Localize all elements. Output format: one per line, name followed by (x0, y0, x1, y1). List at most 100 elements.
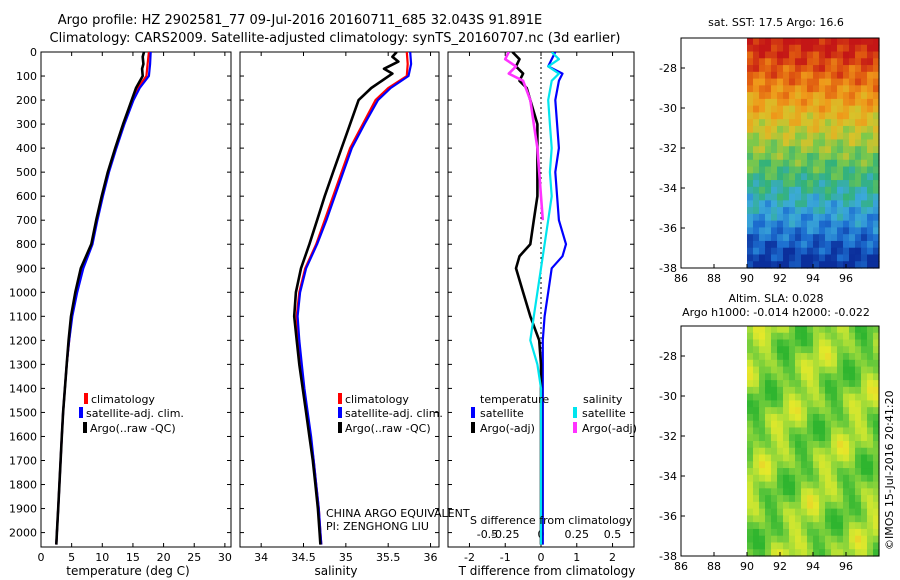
map-cell (849, 549, 856, 557)
map-cell (867, 132, 874, 141)
map-cell (783, 92, 790, 100)
salinity-legend: climatology satellite-adj. clim. Argo(..… (338, 393, 443, 435)
sla-map-axes: 86 88 90 92 94 96-28-30-32-34-36-38 (659, 350, 853, 573)
map-cell (843, 38, 850, 46)
map-cell (867, 441, 874, 449)
map-cell (837, 501, 844, 510)
map-cell (777, 92, 784, 100)
map-cell (855, 501, 862, 510)
map-cell (825, 420, 832, 429)
map-cell (861, 85, 868, 93)
map-cell (849, 261, 856, 269)
map-cell (873, 447, 880, 456)
map-cell (759, 468, 766, 476)
map-cell (861, 139, 868, 147)
map-cell (795, 234, 802, 242)
depth-tick-label: 400 (16, 142, 37, 155)
map-cell (789, 78, 796, 86)
map-cell (789, 180, 796, 188)
map-cell (861, 474, 868, 483)
map-cell (867, 193, 874, 201)
map-cell (867, 207, 874, 215)
map-cell (819, 413, 826, 422)
map-cell (867, 413, 874, 422)
map-cell (861, 495, 868, 503)
map-cell (807, 220, 814, 229)
map-cell (867, 119, 874, 127)
map-cell (861, 146, 868, 154)
map-cell (789, 125, 796, 134)
map-cell (771, 71, 778, 80)
map-cell (753, 193, 760, 201)
map-cell (867, 234, 874, 242)
map-cell (771, 366, 778, 374)
map-cell (867, 393, 874, 402)
map-cell (825, 542, 832, 550)
map-cell (765, 38, 772, 46)
map-cell (837, 461, 844, 469)
map-cell (759, 180, 766, 188)
map-cell (807, 413, 814, 422)
map-cell (825, 447, 832, 456)
depth-tick-label: 1700 (9, 454, 37, 467)
map-cell (771, 515, 778, 523)
map-cell (807, 240, 814, 249)
map-cell (831, 193, 838, 201)
map-cell (795, 427, 802, 435)
map-cell (753, 119, 760, 127)
map-cell (765, 501, 772, 510)
map-cell (771, 98, 778, 107)
map-cell (795, 207, 802, 215)
map-cell (849, 125, 856, 134)
map-cell (783, 234, 790, 242)
legend-label-satellite: satellite-adj. clim. (86, 407, 184, 420)
map-x-tick-label: 92 (773, 272, 787, 285)
map-cell (873, 366, 880, 374)
depth-tick-label: 300 (16, 118, 37, 131)
map-cell (825, 234, 832, 242)
map-cell (747, 125, 754, 134)
map-cell (873, 78, 880, 86)
map-cell (759, 105, 766, 114)
map-cell (783, 407, 790, 415)
map-cell (753, 261, 760, 269)
map-cell (759, 92, 766, 100)
sst-map-axes: 86 88 90 92 94 96-28-30-32-34-36-38 (659, 62, 853, 285)
map-cell (795, 380, 802, 388)
map-cell (813, 112, 820, 120)
map-cell (759, 247, 766, 256)
legend-label-climatology: climatology (91, 393, 155, 406)
map-cell (759, 359, 766, 368)
map-cell (747, 78, 754, 86)
map-cell (801, 353, 808, 361)
map-cell (813, 326, 820, 334)
map-cell (777, 441, 784, 449)
map-cell (777, 159, 784, 168)
map-cell (855, 542, 862, 550)
map-cell (789, 139, 796, 147)
map-cell (849, 240, 856, 249)
map-cell (807, 173, 814, 181)
map-cell (789, 173, 796, 181)
map-cell (855, 434, 862, 442)
map-cell (873, 213, 880, 222)
figure-title-line1: Argo profile: HZ 2902581_77 09-Jul-2016 … (58, 13, 543, 28)
map-cell (801, 441, 808, 449)
map-cell (801, 146, 808, 154)
map-cell (801, 85, 808, 93)
map-cell (777, 146, 784, 154)
map-cell (843, 234, 850, 242)
map-cell (759, 332, 766, 341)
map-cell (753, 38, 760, 46)
map-cell (843, 339, 850, 347)
map-cell (747, 339, 754, 347)
map-cell (801, 359, 808, 368)
map-cell (813, 240, 820, 249)
map-cell (825, 254, 832, 262)
map-cell (777, 434, 784, 442)
map-x-tick-label: 88 (707, 560, 721, 573)
map-cell (825, 38, 832, 46)
map-cell (843, 366, 850, 374)
map-cell (843, 220, 850, 229)
map-cell (873, 173, 880, 181)
